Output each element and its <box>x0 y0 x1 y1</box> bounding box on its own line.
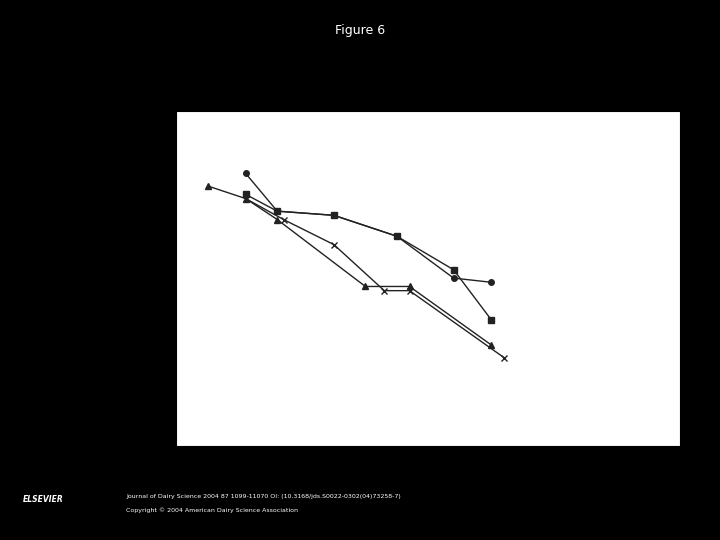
Text: Journal of Dairy Science 2004 87 1099-11070 OI: (10.3168/jds.S0022-0302(04)73258: Journal of Dairy Science 2004 87 1099-11… <box>126 494 401 499</box>
X-axis label: Sensitivity: Sensitivity <box>400 469 457 479</box>
Text: Copyright © 2004 American Dairy Science Association: Copyright © 2004 American Dairy Science … <box>126 508 298 513</box>
Text: ELSEVIER: ELSEVIER <box>23 495 63 504</box>
Y-axis label: Specificity: Specificity <box>126 249 136 307</box>
Text: Figure 6: Figure 6 <box>335 24 385 37</box>
